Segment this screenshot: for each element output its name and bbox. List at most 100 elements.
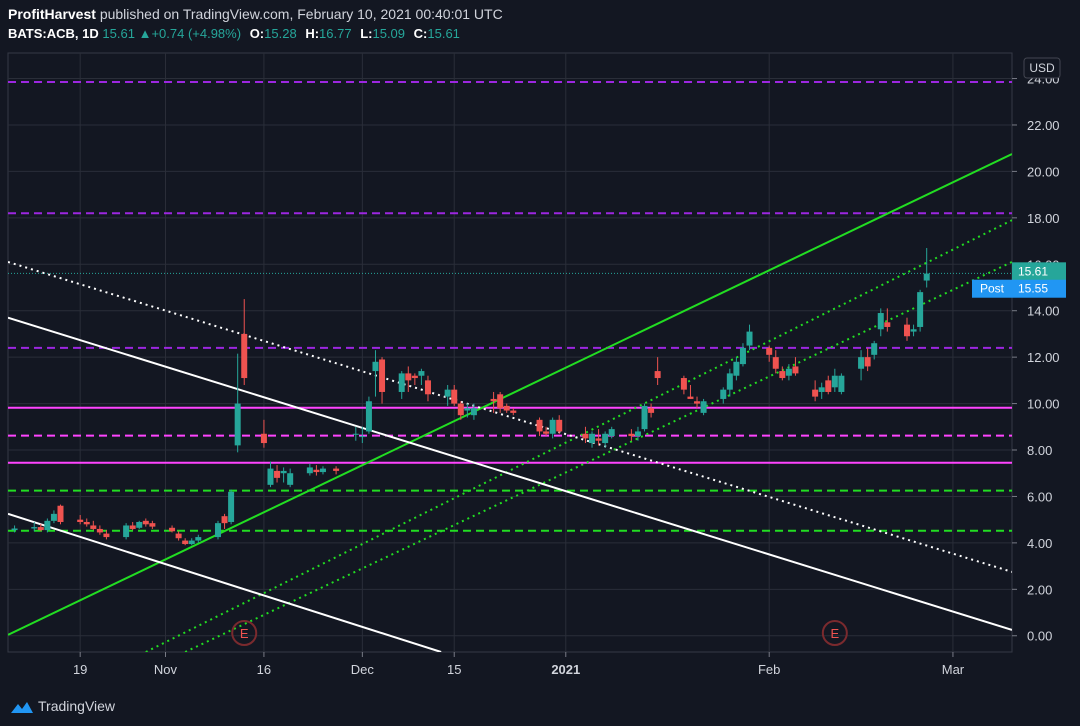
candle-body: [411, 375, 418, 379]
y-tick-label: 0.00: [1027, 629, 1052, 644]
candle-body: [687, 396, 694, 399]
candle-body: [648, 408, 655, 413]
candle-body: [838, 375, 845, 392]
high-value: 16.77: [319, 26, 352, 41]
tradingview-logo-icon[interactable]: [10, 699, 34, 715]
y-tick-label: 8.00: [1027, 443, 1052, 458]
candle-body: [451, 389, 458, 404]
author-name[interactable]: ProfitHarvest: [8, 6, 96, 22]
trendline: [184, 261, 1012, 652]
candle-body: [503, 405, 510, 411]
y-tick-label: 12.00: [1027, 350, 1060, 365]
candle-body: [188, 540, 195, 545]
candle-body: [884, 322, 891, 327]
candle-body: [910, 329, 917, 332]
symbol-name[interactable]: BATS:ACB, 1D: [8, 26, 99, 41]
candle-body: [405, 373, 412, 381]
candle-body: [228, 491, 235, 522]
candle-body: [169, 527, 176, 532]
candle-body: [359, 436, 366, 438]
candle-body: [77, 519, 84, 522]
candle-body: [11, 528, 18, 531]
candle-body: [50, 513, 57, 521]
candle-body: [536, 419, 543, 432]
candle-body: [260, 433, 267, 444]
x-tick-label: Nov: [154, 662, 178, 677]
candle-body: [917, 292, 924, 327]
tradingview-brand[interactable]: TradingView: [38, 698, 116, 714]
up-arrow-icon: ▲: [138, 26, 152, 41]
candle-body: [772, 357, 779, 369]
publish-info: ProfitHarvest published on TradingView.c…: [8, 6, 503, 22]
x-tick-label: 16: [257, 662, 271, 677]
candle-body: [129, 525, 136, 529]
candle-body: [608, 429, 615, 437]
candle-body: [333, 468, 340, 471]
candle-body: [556, 419, 563, 432]
symbol-quote: BATS:ACB, 1D 15.61 ▲+0.74 (+4.98%) O:15.…: [8, 26, 460, 41]
candle-body: [634, 431, 641, 437]
candle-body: [720, 389, 727, 399]
candle-body: [549, 419, 556, 434]
published-text: published on TradingView.com, February 1…: [99, 6, 503, 22]
candle-body: [877, 313, 884, 330]
y-tick-label: 20.00: [1027, 164, 1060, 179]
candle-body: [641, 405, 648, 430]
candle-body: [785, 368, 792, 376]
candle-body: [766, 347, 773, 355]
trendline: [8, 316, 1012, 631]
earnings-marker-circle: [821, 620, 848, 646]
y-tick-label: 18.00: [1027, 211, 1060, 226]
candle-body: [142, 520, 149, 525]
close-value: 15.61: [427, 26, 460, 41]
open-value: 15.28: [264, 26, 297, 41]
y-tick-label: 10.00: [1027, 397, 1060, 412]
candle-body: [352, 433, 359, 435]
candle-body: [313, 469, 320, 473]
candle-body: [267, 468, 274, 485]
candle-body: [595, 438, 602, 441]
low-value: 15.09: [372, 26, 406, 41]
candle-body: [490, 398, 497, 402]
price-tag-box: [1012, 279, 1066, 298]
candle-body: [923, 273, 930, 281]
x-tick-label: Dec: [351, 662, 375, 677]
open-label: O:: [249, 26, 265, 41]
candle-body: [103, 533, 110, 538]
candle-body: [234, 403, 241, 446]
candle-body: [444, 389, 451, 397]
candle-body: [149, 523, 156, 527]
high-label: H:: [305, 26, 320, 41]
price-tag-value: 15.61: [1018, 264, 1048, 278]
candle-body: [457, 403, 464, 416]
currency-button: [1023, 57, 1061, 79]
candle-body: [319, 468, 326, 473]
plot-layer: [8, 53, 1012, 652]
candle-body: [779, 371, 786, 379]
candle-body: [96, 528, 103, 533]
candle-body: [274, 470, 281, 478]
candle-body: [44, 520, 51, 531]
price-change: +0.74 (+4.98%): [151, 26, 242, 41]
earnings-marker-label: E: [830, 626, 839, 641]
candle-body: [739, 347, 746, 365]
candle-body: [31, 527, 38, 529]
x-tick-label: 2021: [551, 662, 580, 677]
price-chart[interactable]: 0.002.004.006.008.0010.0012.0014.0016.00…: [0, 46, 1080, 690]
price-tag-label-box: [972, 279, 1012, 298]
candle-body: [812, 389, 819, 397]
candle-body: [379, 359, 386, 392]
x-tick-label: 19: [73, 662, 87, 677]
candle-body: [221, 516, 228, 524]
candle-body: [733, 361, 740, 376]
candle-body: [83, 521, 90, 525]
last-price: 15.61: [102, 26, 135, 41]
price-tag-box: [1012, 262, 1066, 281]
candle-body: [680, 378, 687, 390]
candle-body: [582, 433, 589, 439]
candle-body: [497, 394, 504, 409]
candle-body: [287, 473, 294, 485]
candle-body: [195, 537, 202, 541]
candle-body: [37, 527, 44, 531]
candle-body: [792, 366, 799, 374]
